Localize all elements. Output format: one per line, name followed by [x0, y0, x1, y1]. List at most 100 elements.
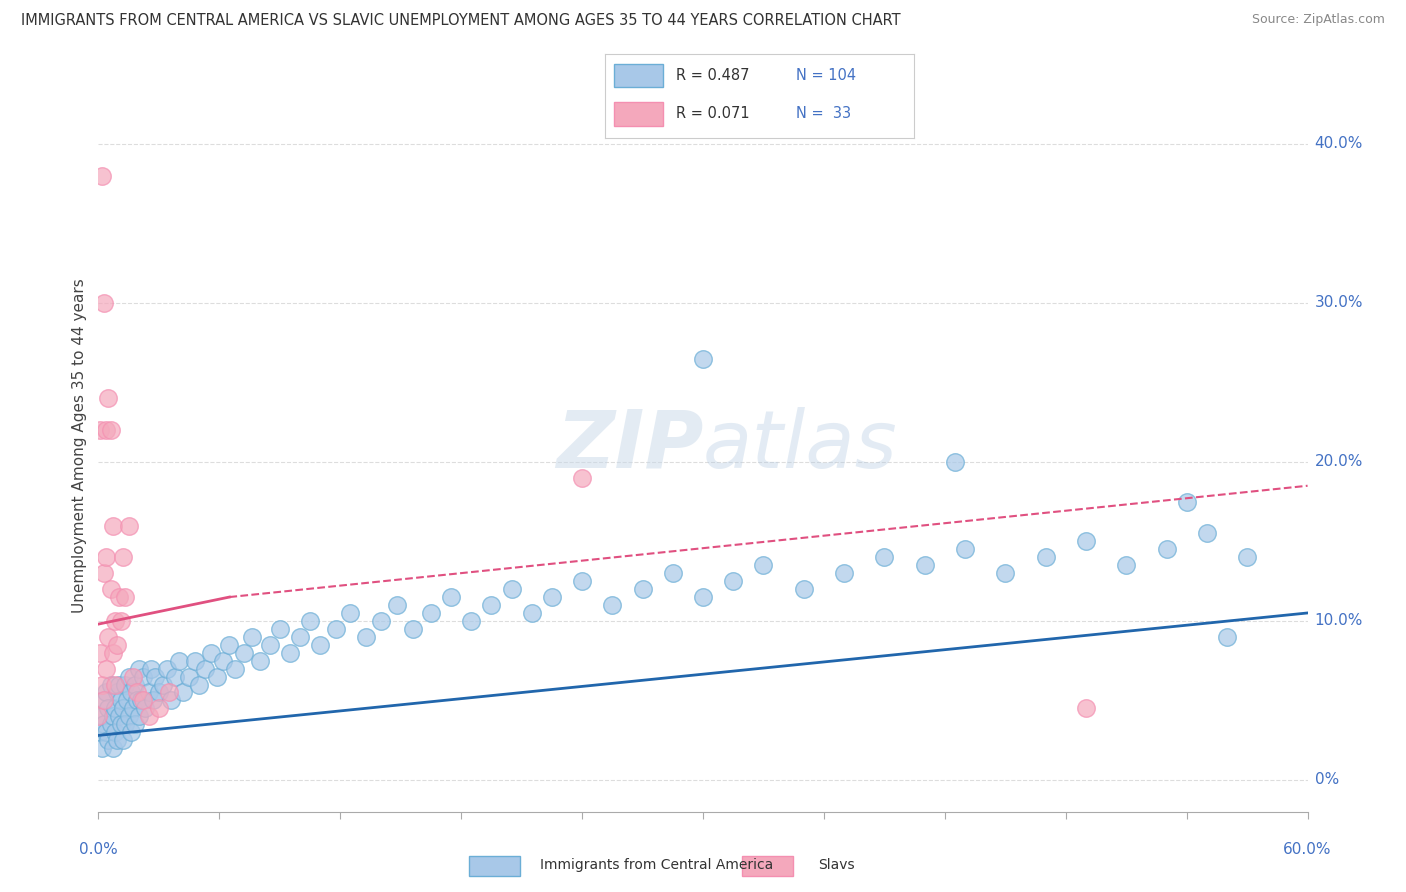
- Point: [299, 614, 322, 628]
- Point: [101, 518, 124, 533]
- Point: [107, 590, 129, 604]
- Point: [1074, 701, 1097, 715]
- Point: [107, 677, 129, 691]
- Text: Immigrants from Central America: Immigrants from Central America: [540, 858, 773, 872]
- Point: [259, 638, 281, 652]
- Point: [1195, 526, 1218, 541]
- Point: [207, 669, 229, 683]
- Point: [914, 558, 936, 573]
- Point: [172, 685, 194, 699]
- Text: N =  33: N = 33: [796, 106, 852, 121]
- Text: atlas: atlas: [703, 407, 898, 485]
- Point: [101, 709, 124, 723]
- Point: [240, 630, 263, 644]
- Point: [93, 693, 115, 707]
- Point: [132, 669, 155, 683]
- Point: [111, 733, 134, 747]
- Point: [96, 550, 118, 565]
- Point: [249, 654, 271, 668]
- Text: ZIP: ZIP: [555, 407, 703, 485]
- Point: [111, 550, 134, 565]
- Text: 30.0%: 30.0%: [1315, 295, 1362, 310]
- Point: [125, 685, 148, 699]
- Point: [128, 662, 150, 676]
- Text: 0.0%: 0.0%: [79, 842, 118, 857]
- Point: [110, 717, 132, 731]
- Point: [692, 590, 714, 604]
- Point: [194, 662, 217, 676]
- Point: [160, 693, 183, 707]
- Point: [93, 693, 115, 707]
- Point: [107, 709, 129, 723]
- Point: [402, 622, 425, 636]
- Point: [269, 622, 291, 636]
- Point: [89, 423, 111, 437]
- Point: [167, 654, 190, 668]
- Point: [1115, 558, 1137, 573]
- Point: [143, 669, 166, 683]
- Point: [89, 725, 111, 739]
- Point: [692, 351, 714, 366]
- Point: [218, 638, 240, 652]
- Bar: [742, 856, 793, 876]
- Point: [142, 693, 165, 707]
- Point: [101, 646, 124, 660]
- Point: [1074, 534, 1097, 549]
- Point: [832, 566, 855, 581]
- Point: [101, 741, 124, 756]
- Point: [184, 654, 207, 668]
- Point: [339, 606, 361, 620]
- Point: [1035, 550, 1057, 565]
- Point: [91, 741, 114, 756]
- Point: [224, 662, 246, 676]
- Point: [540, 590, 562, 604]
- Point: [103, 677, 125, 691]
- Text: 0%: 0%: [1315, 772, 1339, 788]
- Point: [1216, 630, 1239, 644]
- Point: [100, 677, 122, 691]
- Point: [661, 566, 683, 581]
- Point: [103, 701, 125, 715]
- Point: [501, 582, 523, 596]
- Point: [873, 550, 896, 565]
- Point: [148, 701, 170, 715]
- Point: [97, 701, 120, 715]
- Point: [115, 693, 138, 707]
- Point: [93, 566, 115, 581]
- Point: [139, 662, 162, 676]
- Point: [571, 574, 593, 589]
- Text: 60.0%: 60.0%: [1284, 842, 1331, 857]
- Point: [132, 693, 155, 707]
- Point: [87, 709, 110, 723]
- Text: 10.0%: 10.0%: [1315, 614, 1362, 628]
- Point: [1236, 550, 1258, 565]
- Point: [481, 598, 503, 612]
- Point: [1175, 494, 1198, 508]
- Y-axis label: Unemployment Among Ages 35 to 44 years: Unemployment Among Ages 35 to 44 years: [72, 278, 87, 614]
- Point: [419, 606, 441, 620]
- Point: [96, 423, 118, 437]
- Point: [309, 638, 332, 652]
- Point: [91, 709, 114, 723]
- Point: [120, 685, 142, 699]
- Point: [440, 590, 463, 604]
- Point: [752, 558, 775, 573]
- Point: [96, 725, 118, 739]
- Point: [129, 693, 152, 707]
- Point: [91, 169, 114, 183]
- Point: [124, 717, 146, 731]
- Point: [89, 646, 111, 660]
- Point: [97, 630, 120, 644]
- Point: [103, 725, 125, 739]
- Point: [631, 582, 654, 596]
- Bar: [470, 856, 520, 876]
- Point: [460, 614, 482, 628]
- Point: [152, 677, 174, 691]
- Point: [105, 638, 128, 652]
- Point: [93, 296, 115, 310]
- Text: R = 0.071: R = 0.071: [676, 106, 749, 121]
- Point: [138, 709, 160, 723]
- Point: [163, 669, 186, 683]
- Point: [121, 701, 143, 715]
- Point: [600, 598, 623, 612]
